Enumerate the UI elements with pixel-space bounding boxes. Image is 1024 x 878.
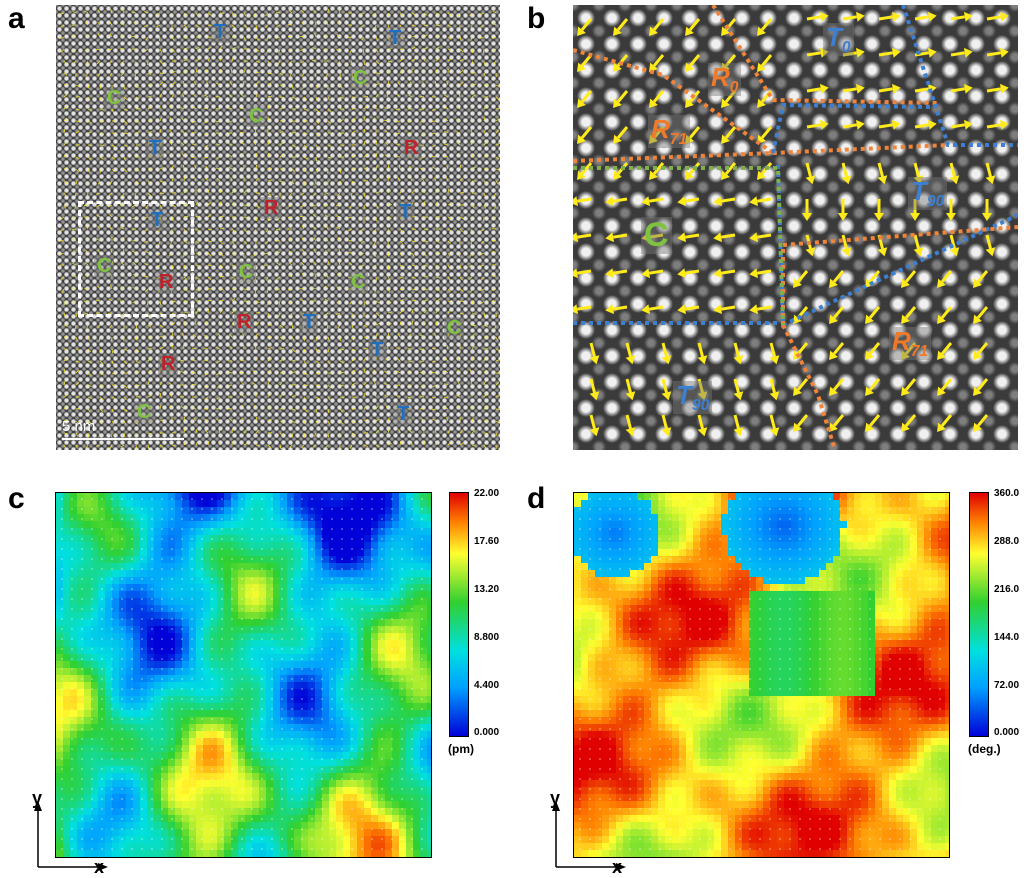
panel-a-label-t: T [386,27,404,49]
panel-a-label-t: T [211,21,229,43]
label-r71-top: R71 [648,115,690,148]
panel-letter-a: a [8,2,25,36]
panel-a-label-t: T [368,339,386,361]
panel-a-label-c: C [236,261,256,283]
c-tick-1: 17.60 [474,536,499,547]
panel-a-label-c: C [104,87,124,109]
axis-x-label-d: x [612,857,622,878]
panel-a-label-r: R [261,197,281,219]
c-tick-3: 8.800 [474,632,499,643]
label-r71-bottom: R71 [889,327,931,360]
d-tick-4: 72.00 [994,680,1019,691]
panel-letter-d: d [527,482,545,516]
panel-a-label-r: R [156,271,176,293]
d-tick-0: 360.0 [994,488,1019,499]
c-tick-4: 4.400 [474,680,499,691]
panel-a-label-c: C [444,317,464,339]
axis-y-label-d: y [550,788,560,809]
label-t90-right: T90 [908,177,947,210]
c-unit: (pm) [448,742,474,756]
axis-x-label-c: x [94,857,104,878]
boundary-orange-4 [783,227,1018,325]
boundary-orange-5 [783,325,835,450]
d-tick-3: 144.0 [994,632,1019,643]
d-tick-5: 0.000 [994,727,1019,738]
panel-a-label-r: R [401,137,421,159]
boundary-orange-3 [573,145,948,161]
d-unit: (deg.) [968,742,1001,756]
boundary-blue-3 [778,165,1018,325]
boundary-green [573,168,783,325]
boundary-blue-2 [903,5,1018,145]
panel-a-label-c: C [348,271,368,293]
domain-boundaries [573,5,1018,450]
panel-letter-b: b [527,2,545,36]
panel-a-label-c: C [134,401,154,423]
panel-a-label-t: T [396,201,414,223]
label-t90-bottom: T90 [673,381,712,414]
axis-arrows-d [546,797,636,877]
scale-bar [62,438,184,440]
panel-a-label-t: T [300,311,318,333]
panel-a-label-c: C [246,105,266,127]
panel-a-label-r: R [234,311,254,333]
c-tick-0: 22.00 [474,488,499,499]
panel-c-colorbar [449,492,469,737]
panel-letter-c: c [8,482,25,516]
label-r0: R0 [708,63,741,96]
d-tick-1: 288.0 [994,536,1019,547]
panel-d-colorbar [969,492,989,737]
panel-a-label-c: C [350,67,370,89]
panel-a-label-t: T [394,403,412,425]
axis-y-label-c: y [32,788,42,809]
panel-b-zoom-image: T0 R0 R71 T90 C R71 T90 [573,5,1018,450]
panel-a-label-r: R [158,353,178,375]
c-tick-5: 0.000 [474,727,499,738]
d-tick-2: 216.0 [994,584,1019,595]
c-tick-2: 13.20 [474,584,499,595]
scale-bar-label: 5 nm [62,418,95,435]
panel-a-label-t: T [148,209,166,231]
label-c: C [641,217,672,254]
label-t0: T0 [823,23,854,56]
axis-arrows-c [28,797,118,877]
panel-a-label-c: C [94,255,114,277]
panel-a-label-t: T [146,137,164,159]
